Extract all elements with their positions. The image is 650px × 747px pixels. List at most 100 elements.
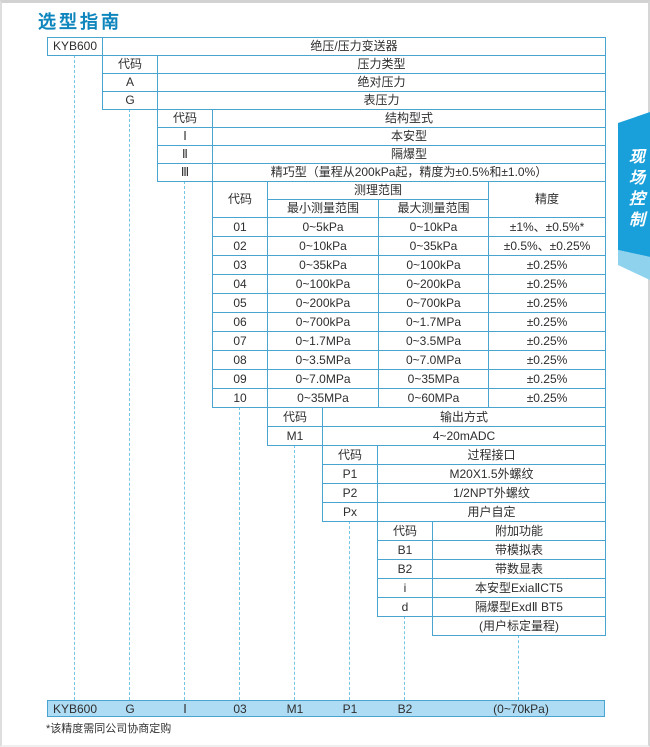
selection-table-model: KYB600 绝压/压力变送器: [47, 37, 606, 56]
dashed-connector-line: [74, 55, 75, 700]
code-cell: 04: [212, 274, 268, 294]
description-cell: M20X1.5外螺纹: [377, 464, 606, 484]
table-row: 最小测量范围 最大测量范围: [213, 199, 606, 218]
description-cell: 带数显表: [432, 559, 606, 579]
table-row: d 隔爆型ExdⅡ BT5: [377, 597, 606, 617]
code-cell: P2: [322, 483, 378, 503]
description-cell: 精度: [488, 181, 607, 218]
table-row: 05 0~200kPa 0~700kPa ±0.25%: [212, 293, 607, 313]
code-cell: M1: [267, 426, 323, 446]
description-cell: 0~100kPa: [267, 274, 379, 294]
example-code-segment: KYB600: [52, 702, 98, 716]
description-cell: 0~1.7MPa: [377, 312, 490, 332]
description-cell: 本安型ExiaⅡCT5: [432, 578, 606, 598]
description-cell: 隔爆型: [212, 145, 606, 164]
page-title: 选型指南: [38, 12, 122, 32]
description-cell: 用户自定: [377, 502, 606, 522]
description-cell: 精巧型（量程从200kPa起，精度为±0.5%和±1.0%）: [212, 163, 606, 182]
description-cell: ±0.25%: [488, 274, 607, 294]
code-cell: 代码: [267, 407, 323, 427]
code-cell: A: [102, 73, 158, 92]
table-row: Ⅱ 隔爆型: [157, 145, 606, 164]
table-row: G 表压力: [102, 91, 606, 110]
side-tab[interactable]: 现场控制: [618, 112, 650, 280]
selection-table-pressure-type: 代码 压力类型 A 绝对压力 G 表压力: [102, 55, 606, 110]
code-cell: 10: [212, 388, 268, 408]
table-row: KYB600 绝压/压力变送器: [47, 37, 606, 56]
description-cell: 压力类型: [157, 55, 606, 74]
table-row: 代码 附加功能: [377, 521, 606, 541]
description-cell: 过程接口: [377, 445, 606, 465]
table-row: 04 0~100kPa 0~200kPa ±0.25%: [212, 274, 607, 294]
table-row: A 绝对压力: [102, 73, 606, 92]
code-cell: G: [102, 91, 158, 110]
description-cell: ±0.25%: [488, 350, 607, 370]
table-row: Ⅲ 精巧型（量程从200kPa起，精度为±0.5%和±1.0%）: [157, 163, 606, 182]
code-cell: 代码: [157, 109, 213, 128]
description-cell: 0~35kPa: [377, 236, 490, 256]
description-cell: 结构型式: [212, 109, 606, 128]
description-cell: 0~7.0MPa: [267, 369, 379, 389]
description-cell: ±0.25%: [488, 255, 607, 275]
code-cell: 代码: [212, 181, 268, 218]
example-code-segment: P1: [342, 702, 358, 716]
description-cell: 0~200kPa: [267, 293, 379, 313]
example-order-code-row: KYB600 G Ⅰ 03 M1 P1 B2 (0~70kPa): [47, 700, 605, 717]
dashed-connector-line: [294, 445, 295, 700]
code-cell: 08: [212, 350, 268, 370]
dashed-connector-line: [239, 407, 240, 700]
code-cell: 06: [212, 312, 268, 332]
table-row: (用户标定量程): [432, 616, 606, 636]
description-cell: 测理范围: [266, 181, 490, 200]
description-cell: 带模拟表: [432, 540, 606, 560]
code-cell: (用户标定量程): [432, 616, 606, 636]
table-row: 10 0~35MPa 0~60MPa ±0.25%: [212, 388, 607, 408]
code-cell: 代码: [377, 521, 433, 541]
table-row: 代码 过程接口: [322, 445, 606, 465]
table-row: P1 M20X1.5外螺纹: [322, 464, 606, 484]
description-cell: 0~100kPa: [377, 255, 490, 275]
selection-table-process-connection: 代码 过程接口 P1 M20X1.5外螺纹 P2 1/2NPT外螺纹 Px 用户自定: [322, 445, 606, 522]
code-cell: i: [377, 578, 433, 598]
code-cell: B1: [377, 540, 433, 560]
table-row: 03 0~35kPa 0~100kPa ±0.25%: [212, 255, 607, 275]
code-cell: Ⅲ: [157, 163, 213, 182]
code-cell: Px: [322, 502, 378, 522]
code-cell: 代码: [102, 55, 158, 74]
code-cell: d: [377, 597, 433, 617]
side-tab-label: 现场控制: [626, 148, 643, 232]
description-cell: 1/2NPT外螺纹: [377, 483, 606, 503]
description-cell: 0~7.0MPa: [377, 350, 490, 370]
table-row: Px 用户自定: [322, 502, 606, 522]
code-cell: Ⅱ: [157, 145, 213, 164]
table-row: 代码 结构型式: [157, 109, 606, 128]
example-code-segment: 03: [233, 702, 247, 716]
description-cell: 0~700kPa: [267, 312, 379, 332]
code-cell: 最小测量范围: [267, 199, 379, 218]
description-cell: 输出方式: [322, 407, 606, 427]
example-code-segment: B2: [397, 702, 413, 716]
description-cell: 最大测量范围: [377, 199, 490, 218]
description-cell: 4~20mADC: [322, 426, 606, 446]
description-cell: 0~10kPa: [267, 236, 379, 256]
code-cell: 02: [212, 236, 268, 256]
description-cell: 0~5kPa: [267, 217, 379, 237]
table-row: 代码 压力类型: [102, 55, 606, 74]
table-row: 07 0~1.7MPa 0~3.5MPa ±0.25%: [212, 331, 607, 351]
description-cell: ±0.25%: [488, 388, 607, 408]
selection-table-user-calibrated-range: (用户标定量程): [432, 616, 606, 636]
table-row: i 本安型ExiaⅡCT5: [377, 578, 606, 598]
selection-table-structure-type: 代码 结构型式 Ⅰ 本安型 Ⅱ 隔爆型 Ⅲ 精巧型（量程从200kPa起，精度为±0.5%和±…: [157, 109, 606, 182]
table-row: B2 带数显表: [377, 559, 606, 579]
description-cell: 0~10kPa: [377, 217, 490, 237]
description-cell: 绝对压力: [157, 73, 606, 92]
example-code-segment: (0~70kPa): [493, 702, 549, 716]
table-row: B1 带模拟表: [377, 540, 606, 560]
dashed-connector-line: [518, 635, 519, 700]
table-row: Ⅰ 本安型: [157, 127, 606, 146]
footnote: *该精度需同公司协商定购: [46, 723, 172, 735]
dashed-connector-line: [184, 181, 185, 700]
description-cell: 0~3.5MPa: [377, 331, 490, 351]
code-cell: 09: [212, 369, 268, 389]
code-cell: Ⅰ: [157, 127, 213, 146]
